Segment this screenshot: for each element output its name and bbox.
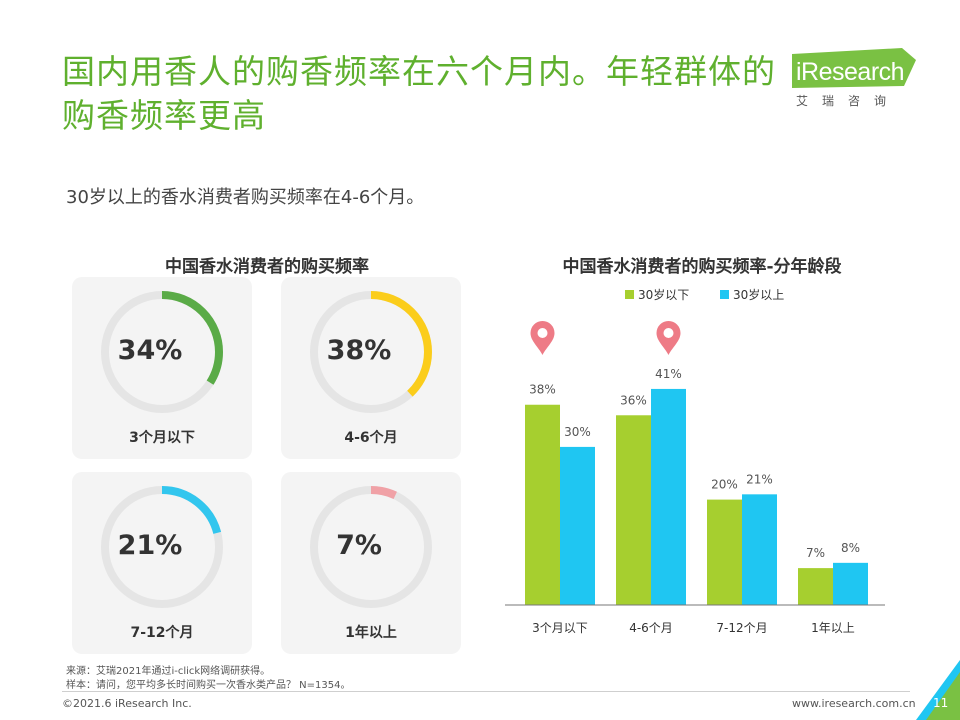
donut-card-3: 21% 7-12个月 <box>72 472 252 654</box>
legend-swatch <box>720 290 729 299</box>
bar <box>525 404 560 605</box>
donut-arc-4-6-months <box>310 291 432 413</box>
bar-value-label: 8% <box>841 541 860 555</box>
bar <box>651 388 686 605</box>
donut-chart-1 <box>101 291 223 413</box>
bar <box>707 499 742 605</box>
donut-chart-4 <box>310 486 432 608</box>
bar <box>833 562 868 605</box>
website-link[interactable]: www.iresearch.com.cn <box>792 697 916 710</box>
donut-card-4: 7% 1年以上 <box>281 472 461 654</box>
bar <box>742 494 777 605</box>
donut-arc-3-months <box>101 291 223 413</box>
donut-value: 38% <box>326 335 392 366</box>
grouped-bar-chart: 30岁以下 30岁以上 38% 30% 3个月以下 36% 41% 4-6个月 20% 21% 7-… <box>505 287 885 635</box>
donut-value: 34% <box>117 335 183 366</box>
donut-card-2: 38% 4-6个月 <box>281 277 461 459</box>
bar-value-label: 7% <box>806 546 825 560</box>
bar <box>560 446 595 605</box>
donut-chart-3 <box>101 486 223 608</box>
donut-value: 21% <box>117 530 183 561</box>
page-number: 11 <box>933 696 949 710</box>
donut-arc-7-12-months <box>101 486 223 608</box>
legend-swatch <box>625 290 634 299</box>
donut-label: 1年以上 <box>345 625 397 641</box>
x-tick-label: 3个月以下 <box>532 621 588 635</box>
bar-value-label: 38% <box>529 383 556 397</box>
bar-chart-title: 中国香水消费者的购买频率-分年龄段 <box>562 257 842 277</box>
sample-note: 样本：请问，您平均多长时间购买一次香水类产品？ N=1354。 <box>66 680 351 691</box>
bar <box>798 568 833 605</box>
corner-decoration <box>916 660 960 720</box>
donut-chart-2 <box>310 291 432 413</box>
location-pin-dot <box>663 328 674 338</box>
x-tick-label: 7-12个月 <box>716 621 767 635</box>
bar <box>616 415 651 605</box>
legend-label: 30岁以上 <box>733 287 784 302</box>
donut-card-1: 34% 3个月以下 <box>72 277 252 459</box>
iresearch-logo: iResearch 艾瑞咨询 <box>792 44 922 110</box>
footer-divider <box>62 691 910 692</box>
donut-label: 7-12个月 <box>130 625 194 641</box>
logo-cn: 艾瑞咨询 <box>796 94 901 108</box>
page-title: 国内用香人的购香频率在六个月内。年轻群体的购香频率更高 <box>62 52 776 135</box>
logo-brand: iResearch <box>796 58 905 86</box>
donut-label: 4-6个月 <box>344 430 398 446</box>
bar-value-label: 20% <box>711 478 738 492</box>
bar-value-label: 41% <box>655 367 682 381</box>
donut-value: 7% <box>336 530 382 561</box>
legend-label: 30岁以下 <box>638 287 689 302</box>
page-subtitle: 30岁以上的香水消费者购买频率在4-6个月。 <box>66 187 425 208</box>
donut-label: 3个月以下 <box>129 430 195 446</box>
donut-panel-title: 中国香水消费者的购买频率 <box>165 257 369 277</box>
bar-value-label: 36% <box>620 393 647 407</box>
bar-value-label: 30% <box>564 425 591 439</box>
bar-value-label: 21% <box>746 472 773 486</box>
x-tick-label: 4-6个月 <box>629 621 673 635</box>
donut-arc-1-year <box>310 486 432 608</box>
x-tick-label: 1年以上 <box>811 621 855 635</box>
source-note: 来源：艾瑞2021年通过i-click网络调研获得。 <box>66 666 271 677</box>
logo-badge-shape <box>792 48 916 88</box>
copyright: ©2021.6 iResearch Inc. <box>62 697 192 710</box>
location-pin-dot <box>537 328 548 338</box>
